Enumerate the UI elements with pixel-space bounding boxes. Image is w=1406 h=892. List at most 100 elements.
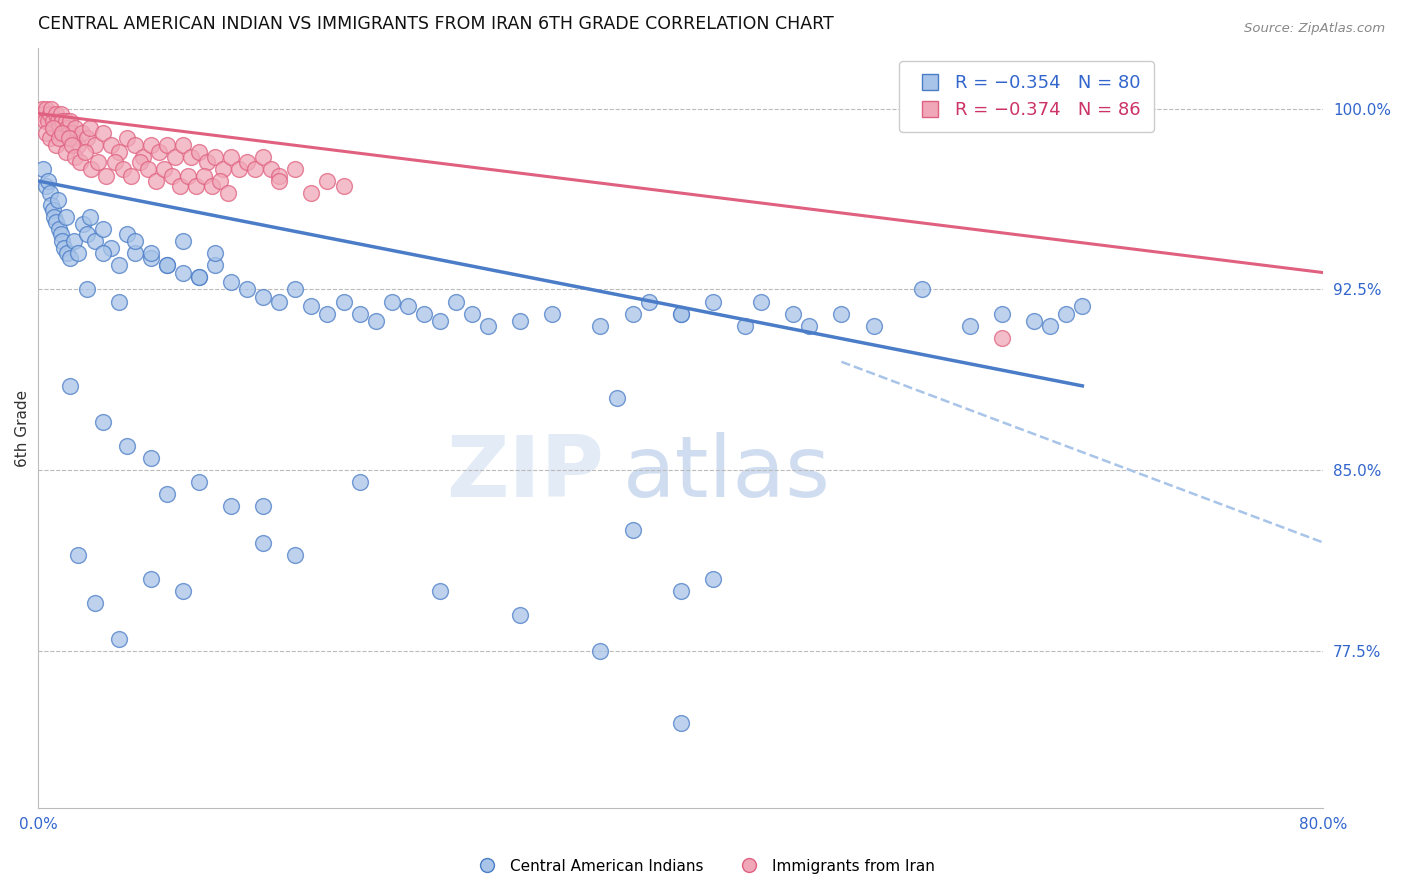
Point [204,246,226,260]
Point [67,548,90,562]
Point [38,130,60,145]
Point [702,294,724,309]
Point [39,198,62,212]
Point [56,120,79,135]
Point [45,106,67,120]
Point [204,150,226,164]
Point [37,113,59,128]
Point [115,130,138,145]
Point [236,154,259,169]
Point [830,307,852,321]
Point [94,169,117,184]
Point [152,161,174,176]
Point [107,294,129,309]
Point [107,145,129,159]
Point [46,194,69,208]
Point [60,126,83,140]
Point [79,210,101,224]
Point [83,137,105,152]
Point [121,169,143,184]
Point [669,583,692,598]
Point [42,113,65,128]
Point [412,307,434,321]
Point [316,307,339,321]
Point [38,186,60,200]
Point [702,572,724,586]
Point [509,314,531,328]
Point [799,318,821,333]
Point [349,307,371,321]
Point [177,169,200,184]
Point [32,106,55,120]
Point [669,307,692,321]
Point [100,242,122,256]
Point [76,130,98,145]
Point [243,161,266,176]
Point [83,596,105,610]
Point [100,137,122,152]
Point [782,307,804,321]
Text: CENTRAL AMERICAN INDIAN VS IMMIGRANTS FROM IRAN 6TH GRADE CORRELATION CHART: CENTRAL AMERICAN INDIAN VS IMMIGRANTS FR… [38,15,834,33]
Point [87,154,110,169]
Point [188,270,211,285]
Point [51,113,73,128]
Point [269,294,291,309]
Point [115,439,138,453]
Point [112,161,135,176]
Point [49,227,72,241]
Point [80,161,103,176]
Point [124,246,146,260]
Point [429,583,451,598]
Point [104,154,127,169]
Point [156,487,179,501]
Point [91,126,114,140]
Point [124,137,146,152]
Point [252,290,274,304]
Point [51,234,73,248]
Point [70,126,93,140]
Point [107,258,129,272]
Point [284,548,307,562]
Point [734,318,756,333]
Point [959,318,981,333]
Point [51,126,73,140]
Point [39,102,62,116]
Point [1071,299,1094,313]
Point [180,150,202,164]
Point [260,161,283,176]
Point [83,234,105,248]
Point [991,307,1014,321]
Point [156,137,179,152]
Point [201,178,224,193]
Point [637,294,659,309]
Point [219,275,242,289]
Point [669,716,692,731]
Point [59,113,82,128]
Point [37,174,59,188]
Point [477,318,499,333]
Point [991,331,1014,345]
Point [67,246,90,260]
Point [381,294,404,309]
Point [59,251,82,265]
Point [236,283,259,297]
Point [589,644,612,658]
Point [749,294,772,309]
Point [862,318,884,333]
Point [76,227,98,241]
Point [45,215,67,229]
Point [148,145,170,159]
Point [91,246,114,260]
Point [53,242,76,256]
Point [172,583,194,598]
Point [284,283,307,297]
Point [79,120,101,135]
Point [172,266,194,280]
Point [107,632,129,646]
Point [56,246,79,260]
Point [1054,307,1077,321]
Point [299,186,322,200]
Point [217,186,239,200]
Point [219,500,242,514]
Point [284,161,307,176]
